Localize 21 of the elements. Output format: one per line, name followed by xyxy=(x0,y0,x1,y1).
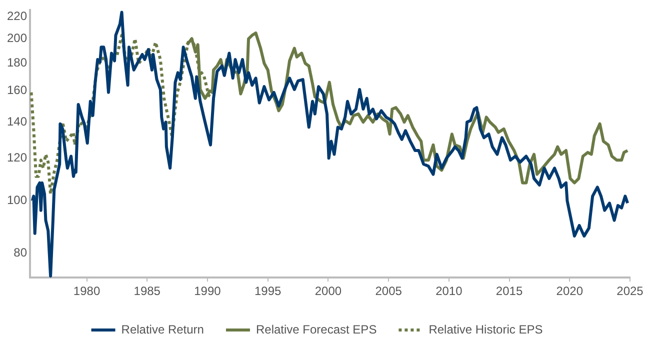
x-tick-label: 2000 xyxy=(314,284,342,298)
x-tick-label: 2005 xyxy=(375,284,402,298)
y-tick-label: 120 xyxy=(6,150,28,164)
y-tick-label: 100 xyxy=(6,193,28,208)
y-tick-label: 180 xyxy=(6,56,28,70)
y-tick-label: 220 xyxy=(6,8,28,23)
y-tick-label: 80 xyxy=(14,245,28,260)
legend-label: Relative Return xyxy=(121,322,204,336)
x-tick-label: 1990 xyxy=(194,284,222,298)
y-tick-label: 200 xyxy=(6,31,28,46)
x-tick-label: 2010 xyxy=(436,284,463,298)
y-tick-label: 160 xyxy=(6,83,28,98)
x-tick-label: 2025 xyxy=(616,284,644,298)
x-tick-label: 2020 xyxy=(556,284,584,298)
legend-label: Relative Historic EPS xyxy=(428,322,543,336)
x-tick-label: 1980 xyxy=(73,284,100,298)
legend-label: Relative Forecast EPS xyxy=(256,322,377,336)
x-tick-label: 1995 xyxy=(254,284,282,298)
y-tick-label: 140 xyxy=(6,114,28,128)
x-tick-label: 2015 xyxy=(496,284,523,298)
x-tick-label: 1985 xyxy=(134,284,161,298)
